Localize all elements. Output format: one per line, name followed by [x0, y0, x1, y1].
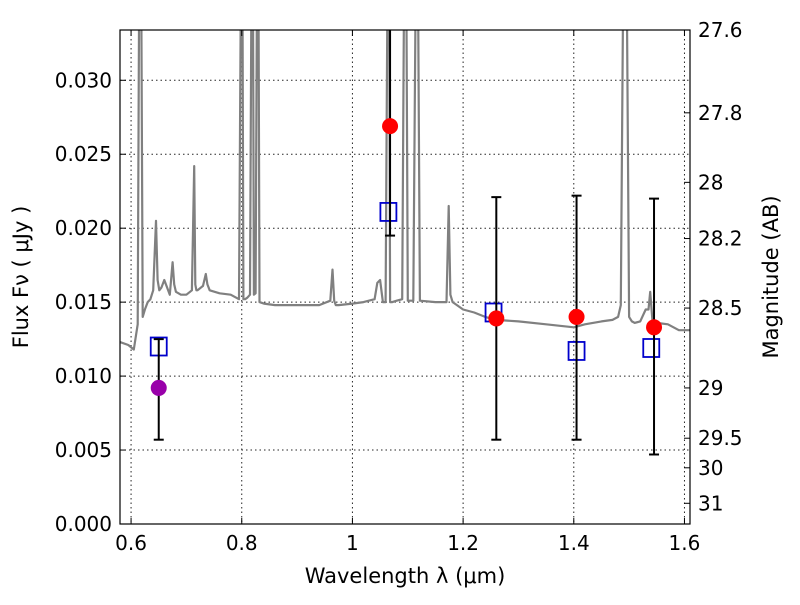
y-tick-label: 0.025	[55, 142, 112, 166]
x-tick-label: 0.6	[115, 531, 147, 555]
y2-tick-label: 29.5	[698, 426, 743, 450]
series-layer	[120, 30, 690, 351]
y2-tick-label: 28.5	[698, 296, 743, 320]
observed-point	[150, 379, 167, 396]
x-tick-label: 1	[346, 531, 359, 555]
observed-point	[382, 118, 399, 135]
y-tick-label: 0.015	[55, 290, 112, 314]
y2-tick-label: 30	[698, 456, 723, 480]
y2-tick-label: 28	[698, 170, 723, 194]
marker-layer	[149, 30, 663, 456]
y2-tick-label: 27.8	[698, 101, 743, 125]
observed-point	[568, 308, 585, 325]
y2-tick-label: 29	[698, 376, 723, 400]
y-tick-label: 0.005	[55, 438, 112, 462]
y-tick-label: 0.020	[55, 216, 112, 240]
y-tick-label: 0.000	[55, 512, 112, 536]
x-tick-label: 1.4	[558, 531, 590, 555]
observed-point	[488, 310, 505, 327]
y2-axis-title: Magnitude (AB)	[759, 195, 783, 358]
y-tick-label: 0.010	[55, 364, 112, 388]
y2-tick-label: 28.2	[698, 227, 743, 251]
plot-frame	[119, 29, 691, 525]
model-square-point	[642, 338, 661, 358]
y2-tick-label: 27.6	[698, 18, 743, 42]
y2-tick-label: 31	[698, 491, 723, 515]
observed-point	[646, 319, 663, 336]
x-tick-label: 1.2	[447, 531, 479, 555]
x-tick-label: 1.6	[669, 531, 701, 555]
x-axis-title: Wavelength λ (μm)	[305, 564, 506, 588]
x-tick-label: 0.8	[226, 531, 258, 555]
y-tick-label: 0.030	[55, 68, 112, 92]
model-square-point	[379, 202, 398, 222]
spectrum-line	[120, 30, 690, 351]
y-axis-title: Flux Fν ( μJy )	[9, 206, 33, 349]
axis-ticks: 0.6 0.8 1 1.2 1.4 1.6 0.000 0.005 0.010 0.015 0.02…	[55, 18, 743, 555]
